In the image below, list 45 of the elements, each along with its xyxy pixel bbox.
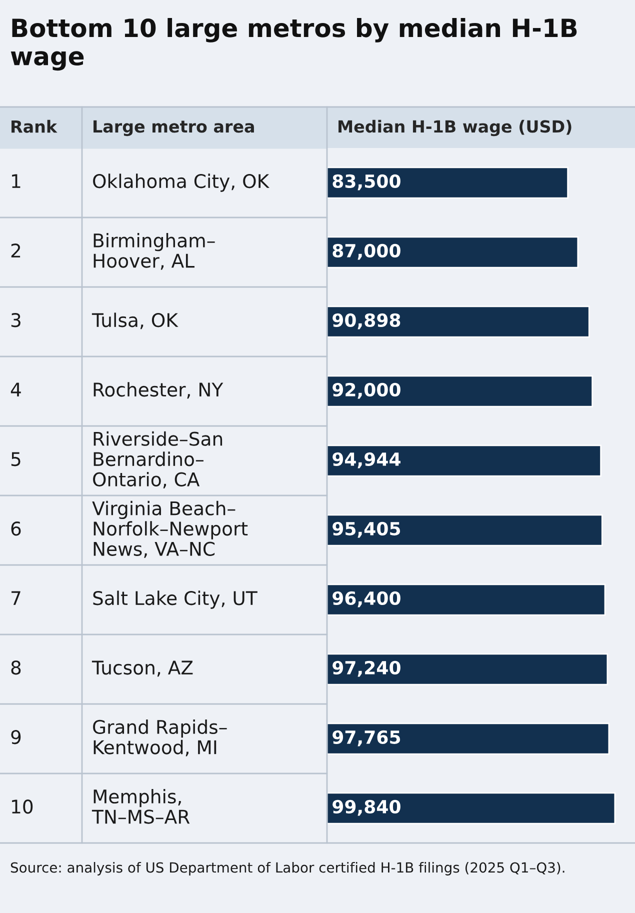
bar [327, 444, 602, 477]
y-tick-label: Memphis, TN–MS–AR [92, 789, 190, 824]
data-label: 99,840 [332, 800, 400, 816]
data-label: 90,898 [332, 313, 400, 330]
text: 10 [12, 800, 33, 814]
data-label: 94,944 [332, 452, 400, 468]
text: 6 [11, 522, 21, 536]
text: 4 [10, 382, 21, 396]
bar [327, 653, 608, 686]
y-tick-label: Tucson, AZ [92, 660, 193, 677]
bar [327, 792, 616, 824]
text: 8 [11, 660, 21, 675]
y-axis-title: Large metro area [94, 120, 254, 136]
data-label: 92,000 [332, 382, 400, 399]
bar [327, 584, 606, 616]
y-tick-label: Virginia Beach– Norfolk–Newport News, VA–NC [92, 500, 248, 558]
data-label: 83,500 [332, 174, 400, 190]
data-label: 87,000 [332, 244, 400, 260]
data-label: 95,405 [332, 522, 400, 538]
y-tick-label: Birmingham– Hoover, AL [94, 233, 215, 270]
bar [327, 166, 568, 199]
bar [327, 306, 590, 338]
text: 9 [11, 730, 21, 744]
data-label: 97,240 [332, 660, 400, 677]
text: Rank [12, 120, 58, 133]
y-tick-label: Salt Lake City, UT [93, 590, 258, 609]
text: 3 [11, 313, 20, 328]
data-label: 97,765 [332, 730, 400, 746]
source-note: Source: analysis of US Department of Labor certified H-1B filings (2025 Q1–Q3). [10, 862, 564, 876]
data-label: 96,400 [332, 591, 400, 608]
bar [327, 236, 579, 268]
y-tick-label: Grand Rapids– Kentwood, MI [93, 720, 227, 756]
text: 2 [11, 244, 20, 258]
y-tick-label: Tulsa, OK [92, 312, 178, 330]
bar [327, 375, 594, 408]
y-tick-label: Rochester, NY [94, 382, 224, 399]
x-axis-title: Median H-1B wage (USD) [338, 120, 572, 136]
text: 5 [11, 452, 20, 466]
y-tick-label: Oklahoma City, OK [93, 174, 270, 192]
chart-title: Bottom 10 large metros by median H-1B wage [10, 18, 577, 71]
bar [327, 722, 610, 755]
y-tick-label: Riverside–San Bernardino– Ontario, CA [93, 431, 222, 488]
text: 7 [12, 591, 20, 605]
text: 1 [12, 174, 20, 188]
bar [327, 514, 603, 546]
